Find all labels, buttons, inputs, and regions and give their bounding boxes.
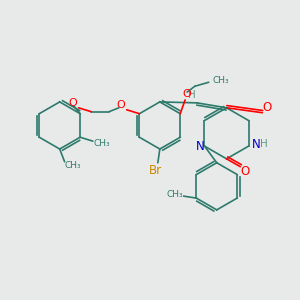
Text: CH₃: CH₃ [167, 190, 183, 199]
Text: H: H [188, 90, 196, 100]
Text: O: O [116, 100, 125, 110]
Text: Br: Br [149, 164, 163, 177]
Text: CH₃: CH₃ [93, 139, 110, 148]
Text: N: N [252, 138, 261, 151]
Text: O: O [183, 89, 191, 99]
Text: CH₃: CH₃ [64, 161, 81, 170]
Text: H: H [260, 139, 268, 149]
Text: O: O [263, 101, 272, 114]
Text: N: N [196, 140, 205, 153]
Text: O: O [241, 165, 250, 178]
Text: CH₃: CH₃ [212, 76, 229, 85]
Text: O: O [68, 98, 77, 108]
